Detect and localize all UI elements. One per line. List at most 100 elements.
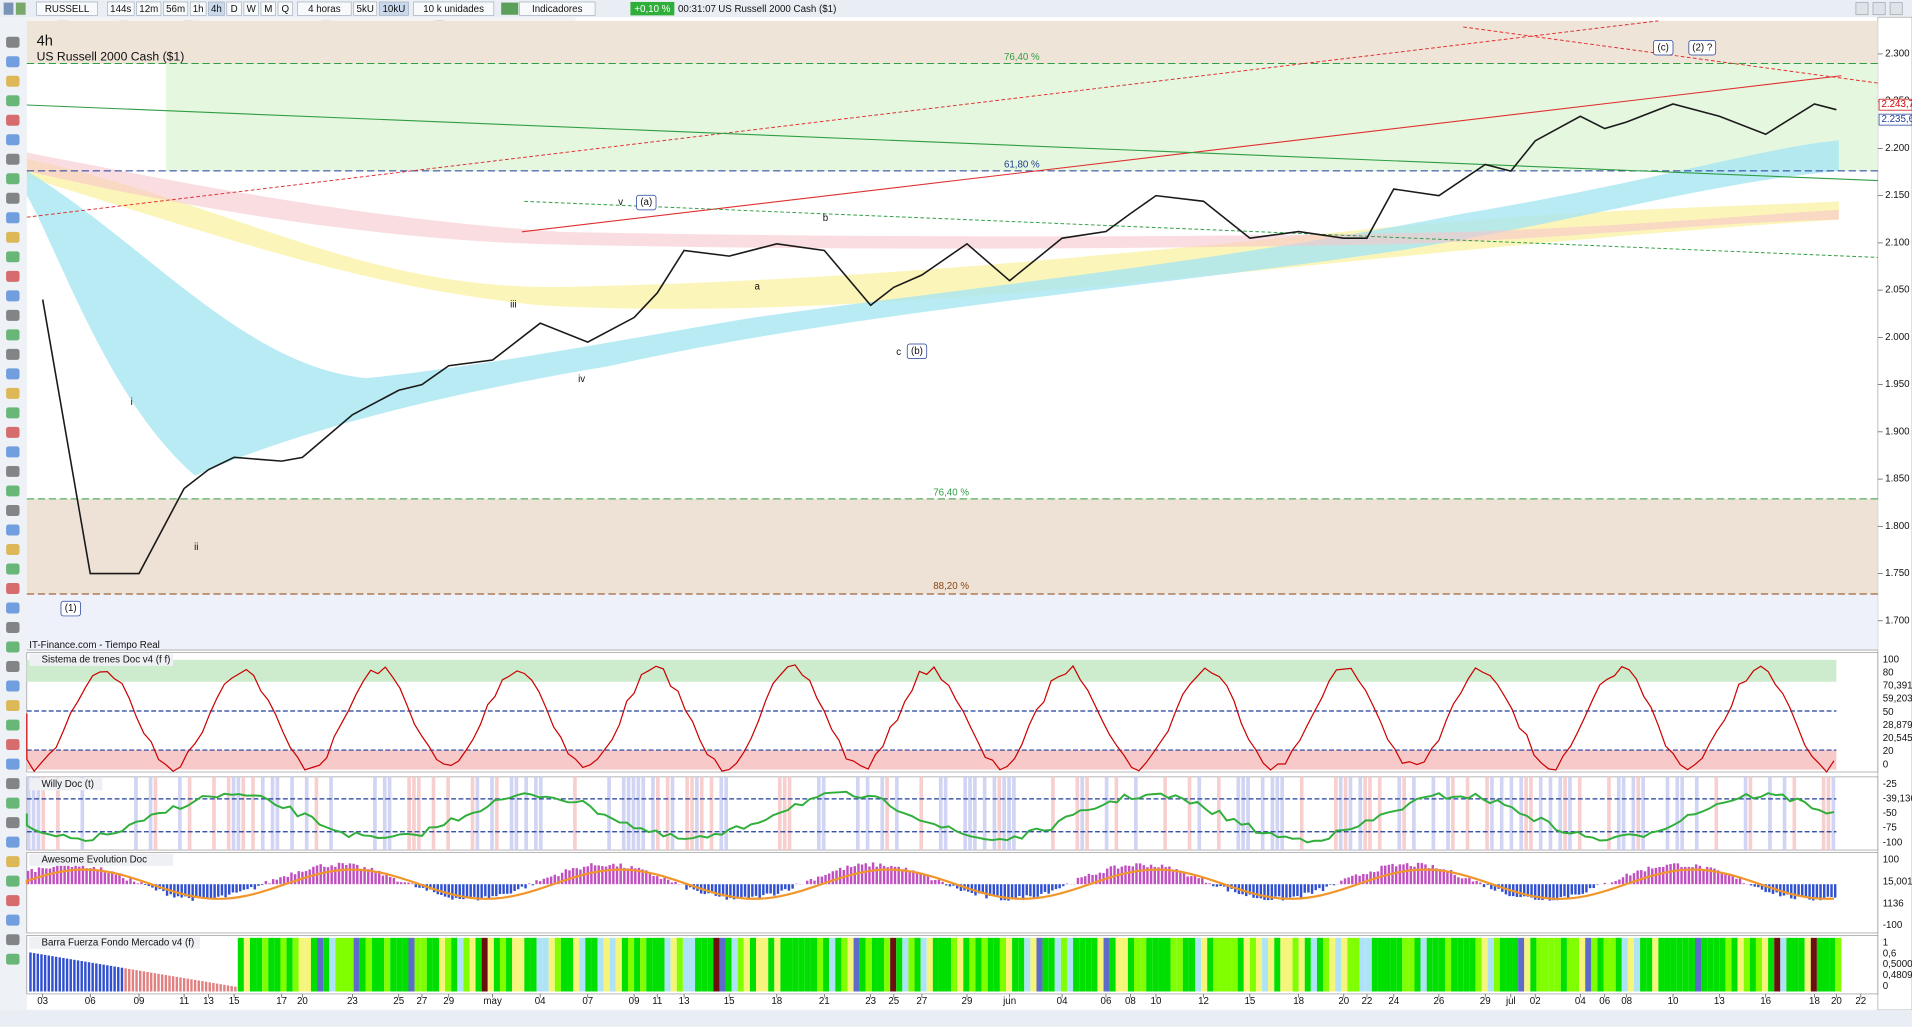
tool-icon[interactable] bbox=[6, 895, 20, 907]
histogram-bar bbox=[290, 872, 293, 885]
tool-icon[interactable] bbox=[6, 817, 20, 829]
button-bg[interactable] bbox=[107, 1, 135, 16]
timeframe-button[interactable]: 12m bbox=[139, 4, 158, 15]
tool-icon[interactable] bbox=[6, 36, 20, 48]
tool-icon[interactable] bbox=[6, 348, 20, 360]
histogram-bar bbox=[224, 884, 227, 898]
tool-icon[interactable] bbox=[6, 270, 20, 282]
tool-icon[interactable] bbox=[6, 212, 20, 224]
button-bg[interactable] bbox=[163, 1, 189, 16]
tool-icon[interactable] bbox=[6, 387, 20, 399]
tool-icon[interactable] bbox=[6, 309, 20, 321]
button-bg[interactable] bbox=[353, 1, 378, 16]
button-bg[interactable] bbox=[260, 1, 276, 16]
tool-icon[interactable] bbox=[6, 680, 20, 692]
button-bg[interactable] bbox=[297, 1, 352, 16]
period-selector[interactable]: 4 horas bbox=[308, 4, 341, 15]
stripe bbox=[1249, 937, 1256, 992]
tool-icon[interactable] bbox=[6, 583, 20, 594]
tool-icon[interactable] bbox=[6, 465, 20, 477]
timeframe-button[interactable]: M bbox=[264, 4, 272, 15]
zone bbox=[26, 750, 1837, 770]
button-bg[interactable] bbox=[519, 1, 596, 16]
tool-icon[interactable] bbox=[6, 953, 20, 965]
tool-icon[interactable] bbox=[6, 114, 20, 126]
panel-title[interactable]: Awesome Evolution Doc bbox=[41, 854, 147, 865]
button-bg[interactable] bbox=[378, 1, 409, 16]
tool-icon[interactable] bbox=[6, 622, 20, 633]
units-selector[interactable]: 10 k unidades bbox=[423, 4, 484, 15]
tool-icon[interactable] bbox=[6, 758, 20, 770]
tool-icon[interactable] bbox=[6, 95, 20, 107]
stripe bbox=[457, 937, 464, 992]
timeframe-button[interactable]: Q bbox=[282, 4, 290, 15]
x-tick-label: 03 bbox=[37, 996, 48, 1007]
stripe bbox=[446, 776, 450, 851]
button-bg[interactable] bbox=[36, 1, 98, 16]
button-bg[interactable] bbox=[208, 1, 225, 16]
tool-icon[interactable] bbox=[6, 329, 20, 341]
tool-icon[interactable] bbox=[6, 836, 20, 848]
tool-icon[interactable] bbox=[6, 485, 20, 497]
stripe bbox=[1207, 937, 1214, 992]
window-button[interactable] bbox=[1855, 2, 1869, 16]
tool-icon[interactable] bbox=[6, 856, 20, 868]
timeframe-button[interactable]: W bbox=[247, 4, 257, 15]
tool-icon[interactable] bbox=[6, 290, 20, 302]
tool-icon[interactable] bbox=[6, 426, 20, 438]
tool-icon[interactable] bbox=[6, 192, 20, 204]
tool-icon[interactable] bbox=[6, 504, 20, 516]
panel-title[interactable]: Barra Fuerza Fondo Mercado v4 (f) bbox=[41, 937, 194, 948]
timeframe-button[interactable]: D bbox=[231, 4, 238, 15]
tool-icon[interactable] bbox=[6, 739, 20, 751]
tool-icon[interactable] bbox=[6, 134, 20, 146]
tool-icon[interactable] bbox=[6, 543, 20, 555]
tool-icon[interactable] bbox=[6, 368, 20, 380]
tool-icon[interactable] bbox=[6, 934, 20, 946]
stripe bbox=[1002, 776, 1006, 851]
stripe bbox=[1755, 937, 1763, 992]
panel-title[interactable]: Sistema de trenes Doc v4 (f f) bbox=[41, 654, 170, 665]
timeframe-button[interactable]: 4h bbox=[211, 4, 222, 15]
tool-icon[interactable] bbox=[6, 173, 20, 185]
tool-icon[interactable] bbox=[6, 56, 20, 68]
tool-icon[interactable] bbox=[6, 251, 20, 263]
button-bg[interactable] bbox=[277, 1, 293, 16]
tool-icon[interactable] bbox=[6, 719, 20, 731]
tool-icon[interactable] bbox=[6, 407, 20, 419]
tool-icon[interactable] bbox=[6, 602, 20, 614]
timeframe-button[interactable]: 1h bbox=[193, 4, 204, 15]
stripe bbox=[1164, 937, 1171, 992]
histogram-bar bbox=[1548, 884, 1552, 901]
timeframe-button[interactable]: 144s bbox=[110, 4, 131, 15]
tool-icon[interactable] bbox=[6, 778, 20, 790]
tool-icon[interactable] bbox=[6, 153, 20, 165]
tool-icon[interactable] bbox=[6, 75, 20, 87]
panel-title[interactable]: Willy Doc (t) bbox=[41, 779, 94, 790]
unit-button[interactable]: 10kU bbox=[382, 4, 405, 15]
button-bg[interactable] bbox=[189, 1, 207, 16]
histogram-bar bbox=[286, 876, 289, 885]
status-bar bbox=[0, 1009, 1912, 1027]
timeframe-button[interactable]: 56m bbox=[166, 4, 185, 15]
window-button[interactable] bbox=[1889, 2, 1903, 16]
unit-button[interactable]: 5kU bbox=[357, 4, 374, 15]
tool-icon[interactable] bbox=[6, 797, 20, 809]
histogram-bar bbox=[1032, 884, 1036, 898]
tool-icon[interactable] bbox=[6, 563, 20, 575]
tool-icon[interactable] bbox=[6, 524, 20, 536]
tool-icon[interactable] bbox=[6, 641, 20, 653]
tool-icon[interactable] bbox=[6, 661, 20, 673]
button-bg[interactable] bbox=[413, 1, 495, 16]
button-bg[interactable] bbox=[243, 1, 259, 16]
tool-icon[interactable] bbox=[6, 914, 20, 926]
button-bg[interactable] bbox=[136, 1, 162, 16]
button-bg[interactable] bbox=[226, 1, 242, 16]
symbol-selector[interactable]: RUSSELL bbox=[45, 4, 90, 15]
tool-icon[interactable] bbox=[6, 446, 20, 458]
tool-icon[interactable] bbox=[6, 231, 20, 243]
tool-icon[interactable] bbox=[6, 875, 20, 887]
indicators-menu[interactable]: Indicadores bbox=[532, 4, 583, 15]
window-button[interactable] bbox=[1872, 2, 1886, 16]
tool-icon[interactable] bbox=[6, 700, 20, 712]
